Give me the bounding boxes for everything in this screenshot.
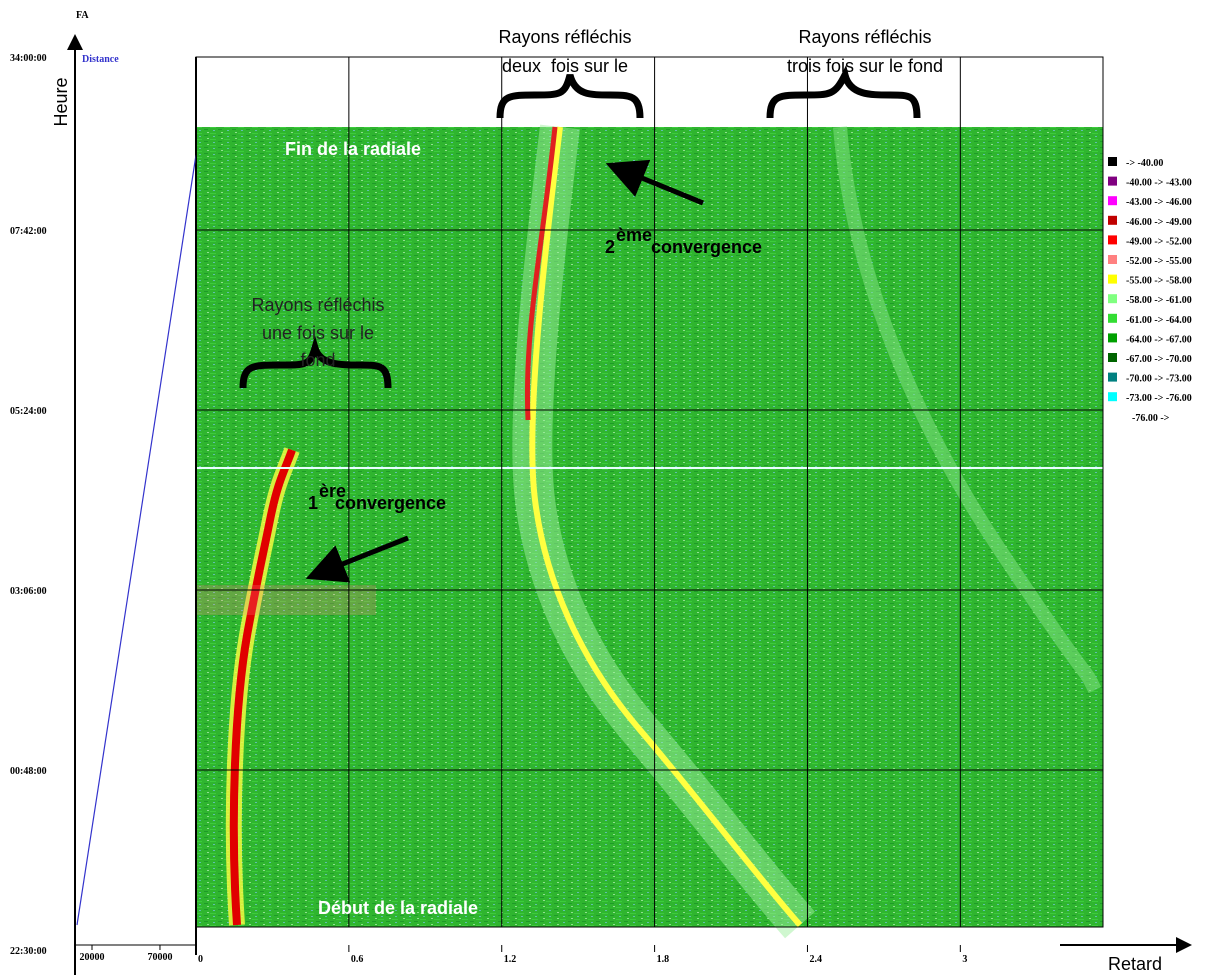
annotation: convergence: [335, 493, 446, 513]
x-axis-label: Retard: [1108, 954, 1162, 974]
annotation: Fin de la radiale: [285, 139, 421, 159]
corner-label: FA: [76, 10, 89, 21]
distance-label: Distance: [82, 54, 119, 65]
arrow: [305, 535, 409, 583]
annotation: trois fois sur le fond: [787, 56, 943, 76]
distance-track: [76, 154, 197, 926]
braces: [239, 64, 921, 389]
annotation: Rayons réfléchis: [798, 27, 931, 47]
y-tick-label: 34:00:00: [10, 53, 47, 64]
distance-tick-label: 20000: [79, 952, 104, 963]
legend-swatch: [1108, 215, 1117, 225]
legend-label: -70.00 -> -73.00: [1126, 374, 1192, 385]
y-tick-label: 22:30:00: [10, 946, 47, 957]
annotation: 2: [605, 237, 615, 257]
annotation: convergence: [651, 237, 762, 257]
distance-tick-label: 70000: [147, 952, 172, 963]
legend-label: -76.00 ->: [1132, 413, 1170, 424]
annotation: ère: [319, 481, 346, 501]
legend-swatch: [1108, 255, 1117, 264]
x-tick-label: 2.4: [809, 954, 822, 965]
annotation: Rayons réfléchis: [498, 27, 631, 47]
annotation: Début de la radiale: [318, 898, 478, 918]
annotation: ème: [616, 225, 652, 245]
legend-swatch: [1108, 274, 1117, 284]
legend-label: -64.00 -> -67.00: [1126, 334, 1192, 345]
legend-swatch: [1108, 313, 1117, 323]
legend-swatch: [1108, 196, 1117, 206]
heatmap-field: [196, 127, 1103, 927]
y-tick-label: 05:24:00: [10, 406, 47, 417]
legend-swatch: [1108, 176, 1117, 186]
y-axis-label: Heure: [51, 77, 71, 126]
legend-swatch: [1108, 294, 1117, 304]
legend-label: -55.00 -> -58.00: [1126, 276, 1192, 287]
legend-swatch: [1108, 392, 1117, 402]
annotation: fond: [300, 350, 335, 370]
x-tick-label: 3: [962, 954, 967, 965]
x-tick-label: 1.2: [504, 954, 517, 965]
x-tick-label: 0.6: [351, 954, 364, 965]
legend-label: -> -40.00: [1126, 158, 1163, 169]
y-tick-label: 00:48:00: [10, 766, 47, 777]
legend-swatch: [1108, 372, 1117, 382]
legend-label: -67.00 -> -70.00: [1126, 354, 1192, 365]
signal-traces: [196, 124, 1102, 939]
legend-swatch: [1108, 157, 1117, 166]
legend-swatch: [1108, 235, 1117, 245]
legend-label: -40.00 -> -43.00: [1126, 178, 1192, 189]
legend-label: -49.00 -> -52.00: [1126, 236, 1192, 247]
legend-label: -61.00 -> -64.00: [1126, 315, 1192, 326]
legend-label: -43.00 -> -46.00: [1126, 197, 1192, 208]
y-tick-label: 07:42:00: [10, 226, 47, 237]
legend-swatch: [1108, 353, 1117, 362]
arrow: [605, 159, 704, 206]
annotation: 1: [308, 493, 318, 513]
legend-label: -46.00 -> -49.00: [1126, 217, 1192, 228]
legend-label: -52.00 -> -55.00: [1126, 256, 1192, 267]
annotation: une fois sur le: [262, 323, 374, 343]
legend-label: -73.00 -> -76.00: [1126, 393, 1192, 404]
annotation: Rayons réfléchis: [251, 295, 384, 315]
x-tick-label: 0: [198, 954, 203, 965]
x-tick-label: 1.8: [657, 954, 670, 965]
legend-label: -58.00 -> -61.00: [1126, 295, 1192, 306]
y-tick-label: 03:06:00: [10, 586, 47, 597]
legend-swatch: [1108, 333, 1117, 343]
annotation: deux fois sur le: [502, 56, 628, 76]
